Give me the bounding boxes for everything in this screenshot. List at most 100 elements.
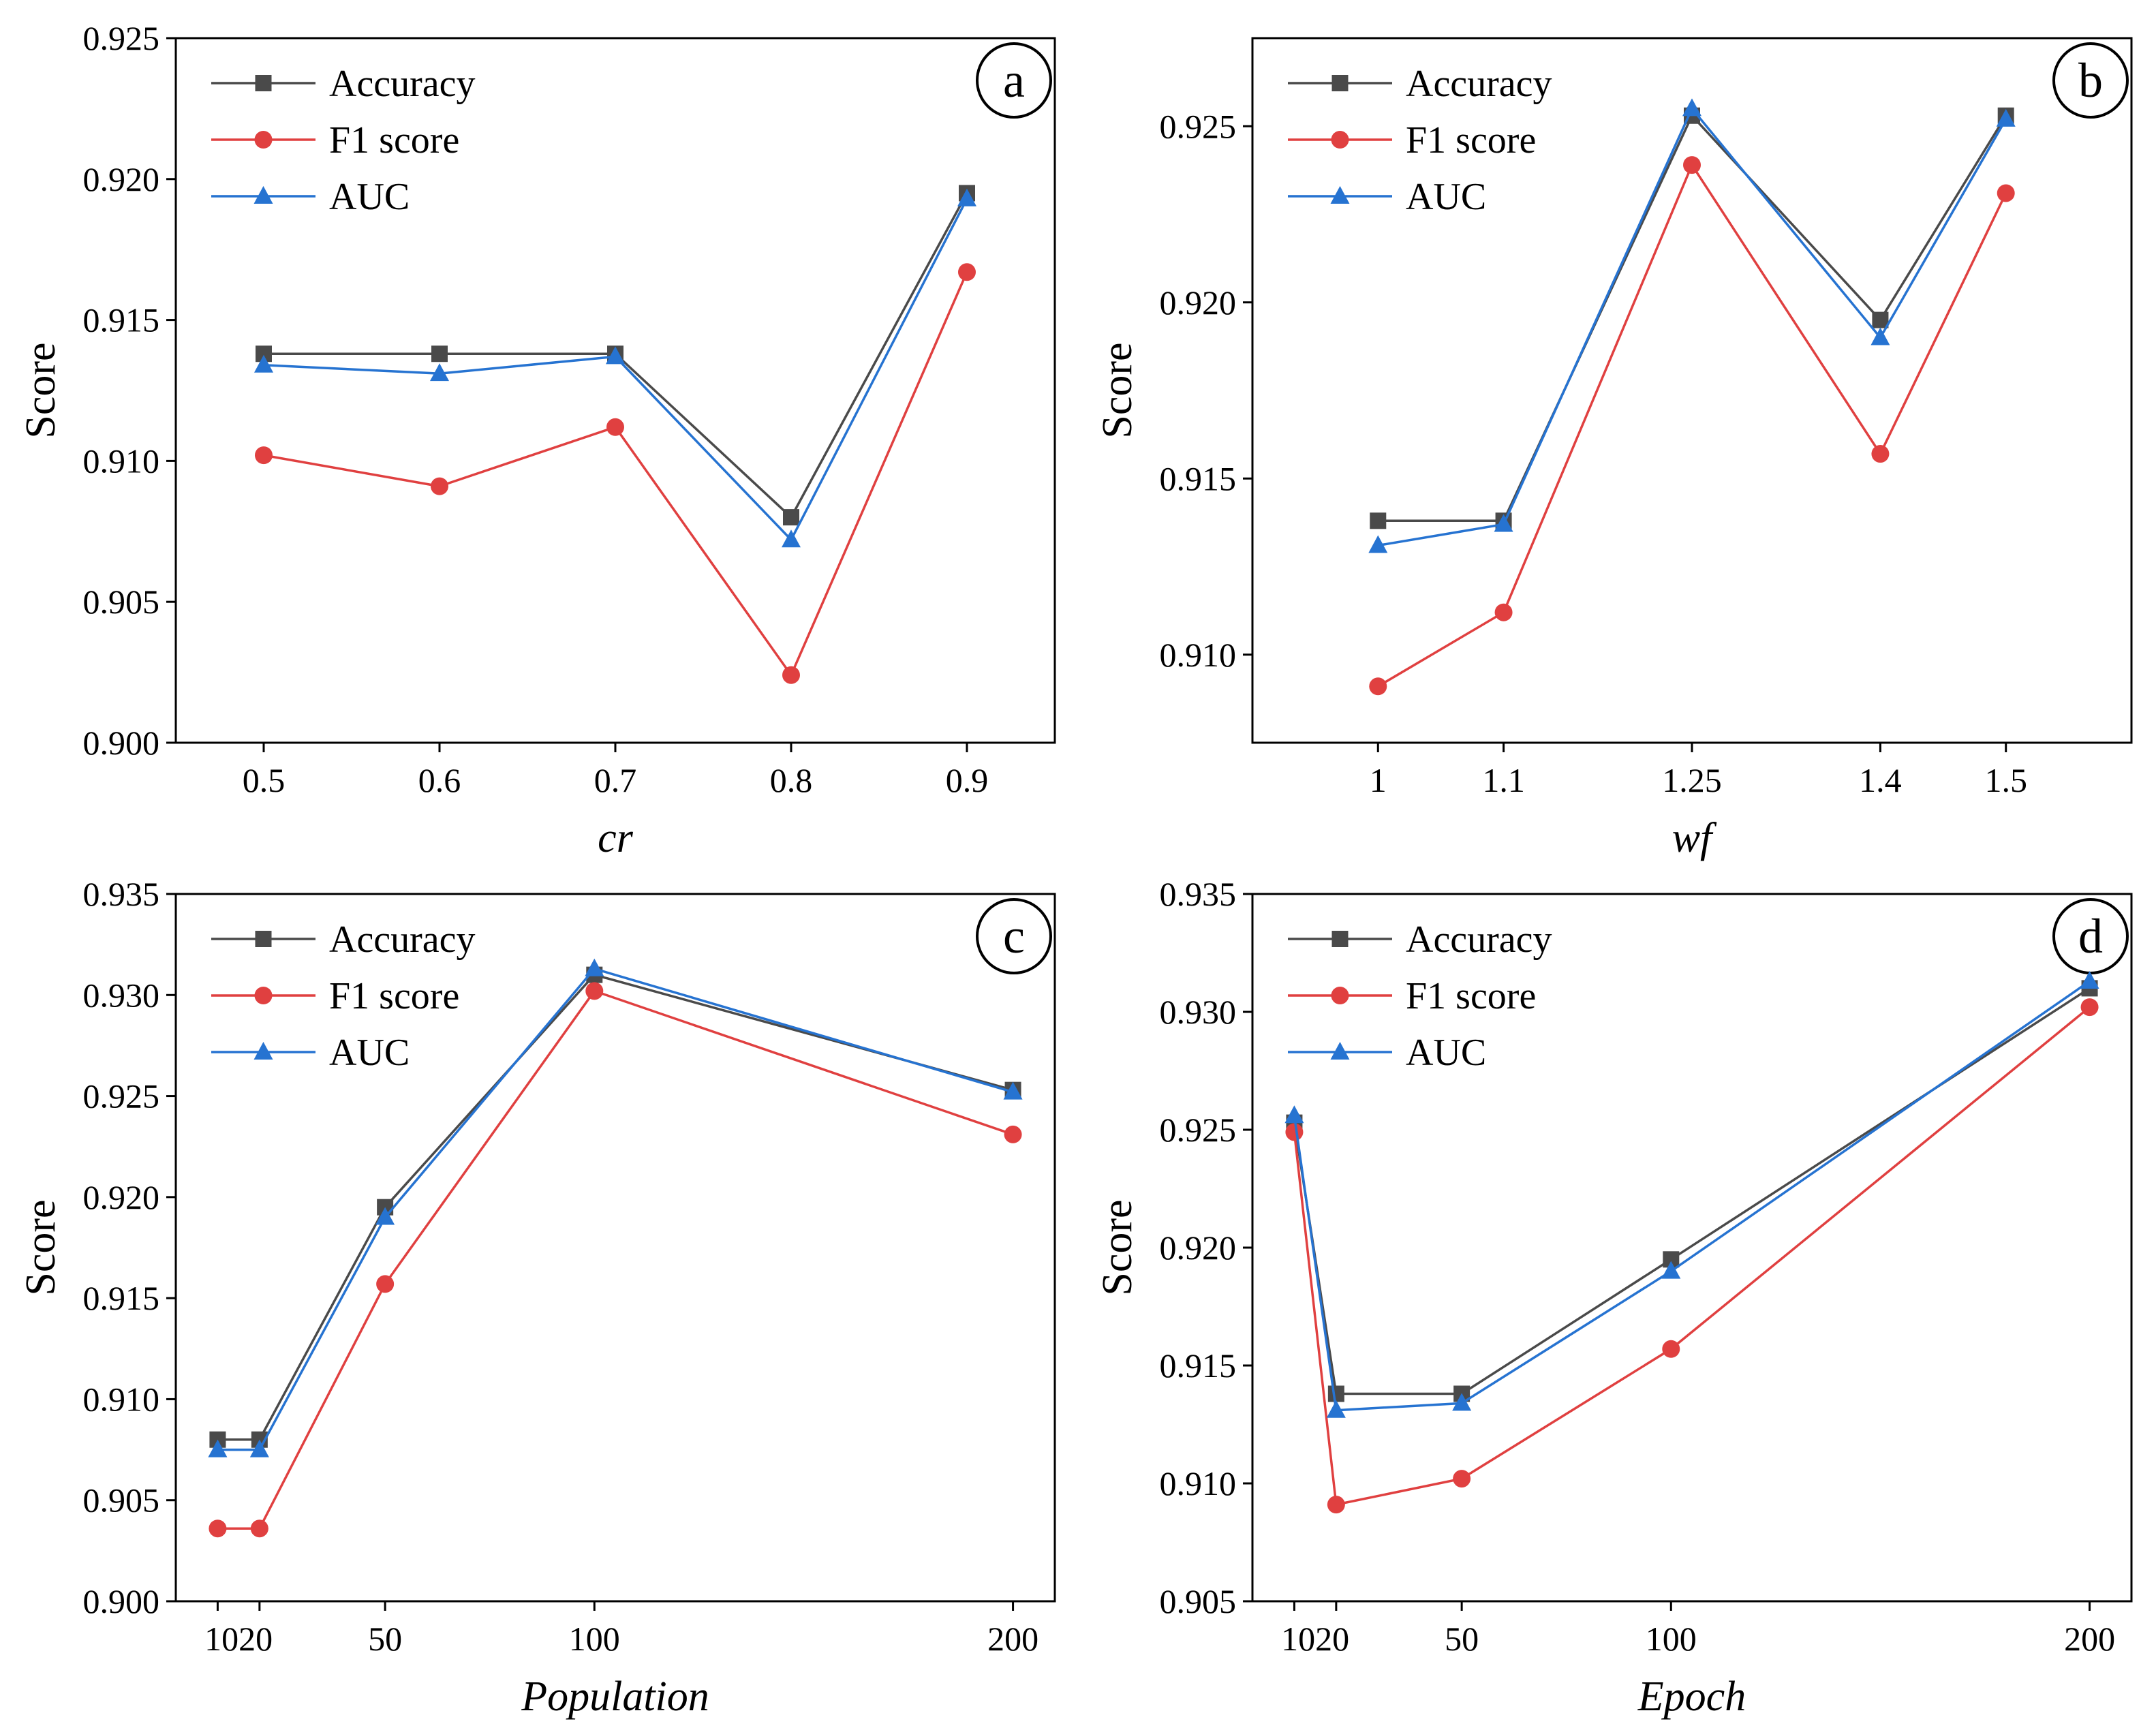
series-line-f1 — [263, 271, 968, 678]
marker-circle — [1331, 131, 1349, 149]
series-f1 — [1285, 998, 2099, 1514]
series-auc — [254, 188, 976, 548]
marker-triangle — [1661, 1261, 1681, 1279]
marker-triangle — [957, 188, 976, 206]
marker-triangle — [1330, 1042, 1350, 1060]
marker-circle — [254, 131, 273, 149]
y-tick-label: 0.915 — [83, 1279, 160, 1317]
marker-circle — [254, 987, 273, 1004]
legend-label-auc: AUC — [329, 1032, 410, 1074]
plot-frame — [174, 893, 1056, 1603]
marker-triangle — [1494, 514, 1513, 532]
y-tick-label: 0.910 — [83, 442, 160, 480]
legend: Accuracy F1 score AUC — [1288, 919, 1552, 1074]
y-tick-label: 0.920 — [83, 160, 160, 198]
legend-label-f1: F1 score — [329, 975, 459, 1017]
legend: Accuracy F1 score AUC — [211, 63, 476, 218]
y-tick-label: 0.925 — [1160, 1111, 1237, 1149]
y-tick-label: 0.915 — [1160, 1346, 1237, 1385]
marker-square — [1872, 311, 1889, 328]
x-tick-label: 100 — [569, 1620, 620, 1658]
legend-label-f1: F1 score — [1406, 119, 1536, 161]
marker-triangle — [208, 1439, 228, 1457]
marker-circle — [782, 666, 800, 684]
y-axis-title: Score — [18, 342, 64, 438]
marker-triangle — [254, 354, 273, 373]
y-tick-label: 0.925 — [1160, 107, 1237, 145]
marker-square — [255, 931, 272, 947]
y-tick-label: 0.905 — [83, 1481, 160, 1519]
series-line-auc — [1377, 106, 2007, 547]
marker-circle — [1369, 677, 1387, 696]
marker-square — [431, 345, 448, 362]
x-tick-label: 50 — [1445, 1620, 1479, 1658]
x-axis-title: cr — [598, 815, 634, 861]
marker-square — [1327, 1385, 1344, 1402]
marker-circle — [1997, 184, 2015, 202]
marker-circle — [585, 982, 604, 1000]
y-axis-title: Score — [1094, 1199, 1141, 1295]
series-auc — [208, 958, 1023, 1457]
x-axis-title: wf — [1672, 815, 1717, 861]
x-tick-label: 1.1 — [1482, 761, 1525, 799]
marker-triangle — [249, 1439, 269, 1457]
panel-b: 0.910 0.915 0.920 0.925 1 1.1 1.25 1.4 1.5 wf Scor… — [1094, 37, 2133, 861]
x-axis-title: Population — [521, 1673, 709, 1720]
marker-triangle — [1452, 1393, 1472, 1411]
panel-d: 0.905 0.910 0.915 0.920 0.925 0.930 0.935 1020 5… — [1094, 875, 2133, 1720]
y-tick-label: 0.930 — [83, 976, 160, 1014]
legend-label-f1: F1 score — [329, 119, 459, 161]
marker-triangle — [782, 529, 801, 548]
y-tick-label: 0.910 — [1160, 636, 1237, 674]
x-tick-label: 0.6 — [418, 761, 461, 799]
panel-label: b — [2078, 53, 2103, 108]
panel-label: c — [1003, 909, 1025, 963]
panel-label: d — [2078, 909, 2103, 963]
panel-label: a — [1003, 53, 1025, 108]
marker-circle — [1327, 1496, 1345, 1514]
y-tick-label: 0.935 — [1160, 875, 1237, 913]
x-tick-label: 0.9 — [946, 761, 989, 799]
y-tick-label: 0.920 — [83, 1178, 160, 1216]
x-tick-label: 0.5 — [243, 761, 286, 799]
legend-label-accuracy: Accuracy — [329, 919, 476, 961]
marker-circle — [255, 446, 273, 465]
x-tick-label: 1020 — [1281, 1620, 1349, 1658]
x-axis-title: Epoch — [1637, 1673, 1746, 1720]
series-line-auc — [263, 198, 968, 542]
x-tick-label: 1.5 — [1984, 761, 2027, 799]
panel-label-badge — [2052, 42, 2129, 119]
x-tick-label: 1.25 — [1662, 761, 1722, 799]
y-tick-label: 0.910 — [1160, 1464, 1237, 1502]
marker-triangle — [1870, 327, 1890, 345]
panel-label-badge — [976, 42, 1052, 119]
y-tick-label: 0.920 — [1160, 283, 1237, 322]
series-f1 — [255, 263, 976, 684]
legend-label-accuracy: Accuracy — [1406, 919, 1552, 961]
y-axis-title: Score — [18, 1199, 64, 1295]
legend: Accuracy F1 score AUC — [1288, 63, 1552, 218]
x-tick-label: 200 — [987, 1620, 1038, 1658]
legend-label-auc: AUC — [1406, 1032, 1486, 1074]
marker-circle — [958, 263, 976, 281]
marker-circle — [1285, 1123, 1304, 1141]
y-tick-label: 0.905 — [83, 583, 160, 621]
marker-square — [1331, 931, 1349, 947]
x-tick-label: 50 — [368, 1620, 402, 1658]
marker-triangle — [1330, 186, 1350, 204]
series-f1 — [1369, 156, 2015, 696]
marker-triangle — [253, 186, 273, 204]
x-tick-label: 200 — [2064, 1620, 2115, 1658]
marker-circle — [1494, 603, 1513, 621]
legend-label-accuracy: Accuracy — [1406, 63, 1552, 105]
marker-square — [1331, 75, 1349, 91]
y-tick-label: 0.915 — [1160, 459, 1237, 497]
marker-circle — [2080, 998, 2099, 1017]
legend-label-auc: AUC — [329, 176, 410, 218]
y-tick-label: 0.910 — [83, 1380, 160, 1418]
x-tick-label: 100 — [1646, 1620, 1697, 1658]
x-tick-label: 0.8 — [770, 761, 813, 799]
marker-circle — [1683, 156, 1701, 174]
marker-circle — [1331, 987, 1349, 1004]
